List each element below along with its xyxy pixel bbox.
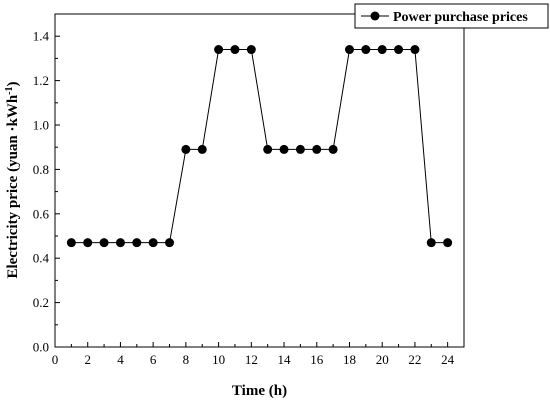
x-tick-label: 20 bbox=[376, 352, 389, 367]
x-tick-label: 0 bbox=[52, 352, 59, 367]
data-point bbox=[377, 45, 387, 55]
y-tick-label: 1.2 bbox=[33, 73, 49, 88]
data-point bbox=[115, 238, 125, 248]
x-tick-label: 24 bbox=[441, 352, 455, 367]
data-point bbox=[426, 238, 436, 248]
data-point bbox=[148, 238, 158, 248]
data-point bbox=[181, 144, 191, 154]
data-point bbox=[214, 45, 224, 55]
x-axis-title: Time (h) bbox=[232, 383, 287, 399]
data-point bbox=[328, 144, 338, 154]
y-tick-label: 0.8 bbox=[33, 162, 49, 177]
x-tick-label: 4 bbox=[117, 352, 124, 367]
series-power-purchase-prices bbox=[66, 45, 453, 248]
y-tick-label: 0.6 bbox=[33, 206, 50, 221]
data-point bbox=[312, 144, 322, 154]
data-point bbox=[99, 238, 109, 248]
data-point bbox=[394, 45, 404, 55]
y-tick-label: 1.4 bbox=[33, 29, 50, 44]
data-point bbox=[132, 238, 142, 248]
x-tick-label: 8 bbox=[183, 352, 190, 367]
x-tick-label: 18 bbox=[343, 352, 356, 367]
y-tick-label: 0.0 bbox=[33, 340, 49, 355]
legend-marker bbox=[370, 11, 380, 21]
x-tick-label: 10 bbox=[212, 352, 225, 367]
data-point bbox=[410, 45, 420, 55]
x-tick-label: 6 bbox=[150, 352, 157, 367]
data-point bbox=[361, 45, 371, 55]
x-tick-label: 12 bbox=[245, 352, 258, 367]
plot-area bbox=[54, 13, 465, 348]
data-point bbox=[344, 45, 354, 55]
legend-label: Power purchase prices bbox=[393, 10, 528, 25]
data-point bbox=[197, 144, 207, 154]
data-point bbox=[443, 238, 453, 248]
x-tick-label: 16 bbox=[310, 352, 324, 367]
legend: Power purchase prices bbox=[354, 3, 549, 29]
data-point bbox=[83, 238, 93, 248]
data-point bbox=[66, 238, 76, 248]
data-point bbox=[246, 45, 256, 55]
data-point bbox=[263, 144, 273, 154]
data-point bbox=[295, 144, 305, 154]
y-axis-title: Electricity price (yuan ·kWh-1) bbox=[4, 81, 21, 278]
data-point bbox=[279, 144, 289, 154]
y-tick-label: 1.0 bbox=[33, 118, 49, 133]
x-tick-label: 22 bbox=[408, 352, 421, 367]
x-axis-ticks: 0 2 4 6 8 10 12 14 16 18 20 22 24 bbox=[52, 342, 455, 367]
data-point bbox=[230, 45, 240, 55]
y-axis-ticks: 0.0 0.2 0.4 0.6 0.8 1.0 1.2 1.4 bbox=[33, 13, 60, 355]
y-tick-label: 0.2 bbox=[33, 295, 49, 310]
x-tick-label: 14 bbox=[278, 352, 292, 367]
y-tick-label: 0.4 bbox=[33, 251, 50, 266]
x-tick-label: 2 bbox=[84, 352, 91, 367]
data-point bbox=[165, 238, 175, 248]
